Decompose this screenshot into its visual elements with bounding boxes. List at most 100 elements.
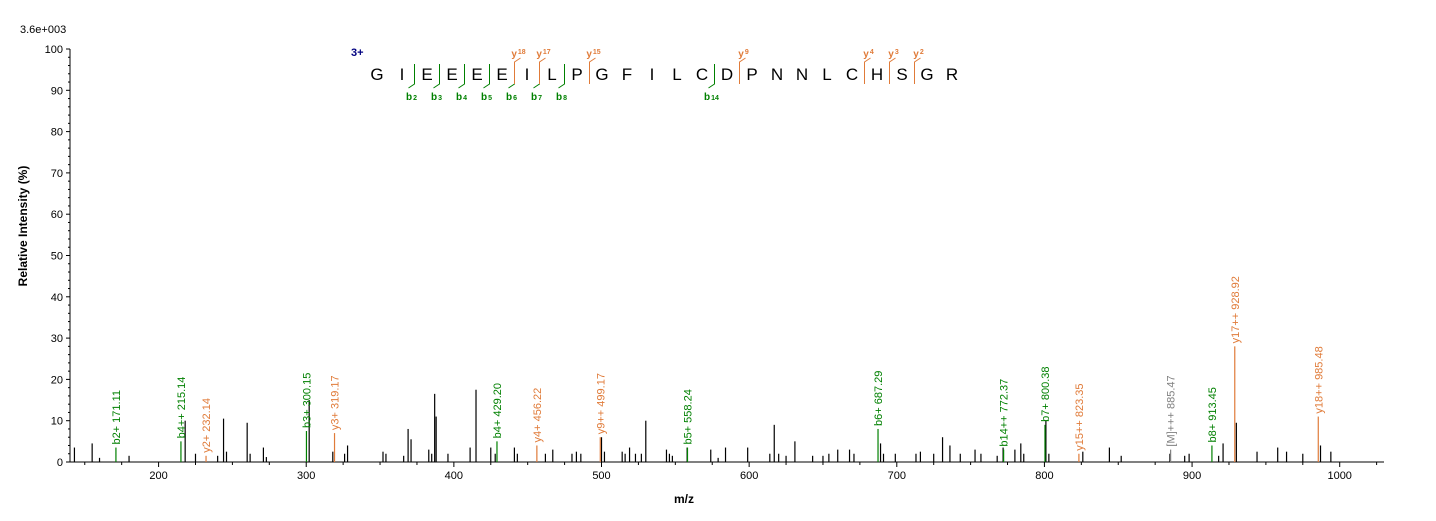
peptide-sequence-annotation: 3+G I E E E E I L P G F I L C D P N N L C H S G Rb2 b3 b4 b5 b6 b7 b8… xyxy=(351,47,958,103)
axes: 0 10 20 30 40 50 60 70 80 90 100 200 300 400 500 600 700… xyxy=(45,44,1384,482)
b-ion-number: 5 xyxy=(488,95,492,102)
b-ion-number: 4 xyxy=(463,95,467,102)
sequence-residue: C xyxy=(846,65,858,84)
y-ion-bracket xyxy=(589,57,596,84)
b-ion-label: b2 xyxy=(406,92,417,103)
x-tick-label: 800 xyxy=(1035,470,1053,482)
y-ion-number: 3 xyxy=(895,49,899,56)
y-tick-label: 70 xyxy=(51,168,63,180)
y-tick-label: 10 xyxy=(51,416,63,428)
sequence-residue: P xyxy=(571,65,582,84)
sequence-residue: G xyxy=(920,65,933,84)
charge-state-label: 3+ xyxy=(351,47,364,59)
b-ion-bracket xyxy=(533,64,540,89)
y-tick-label: 50 xyxy=(51,251,63,263)
y-ion-bracket xyxy=(864,57,871,84)
sequence-residue: L xyxy=(672,65,681,84)
peak-label: b4+ 429.20 xyxy=(492,383,504,438)
b-ion-label: b14 xyxy=(704,92,719,103)
sequence-residue: H xyxy=(871,65,883,84)
x-tick-label: 600 xyxy=(740,470,758,482)
y-ion-label: y17 xyxy=(536,49,550,60)
y-ion-number: 18 xyxy=(518,49,526,56)
intensity-scale-label: 3.6e+003 xyxy=(20,24,66,36)
y-ion-number: 9 xyxy=(745,49,749,56)
y-tick-label: 60 xyxy=(51,209,63,221)
peak-label: b5+ 558.24 xyxy=(682,389,694,444)
x-tick-label: 500 xyxy=(592,470,610,482)
peak-label: b2+ 171.11 xyxy=(111,390,123,445)
b-ion-number: 2 xyxy=(413,95,417,102)
peak-label: y18++ 985.48 xyxy=(1313,346,1325,413)
b-ion-number: 8 xyxy=(563,95,567,102)
x-tick-label: 1000 xyxy=(1327,470,1351,482)
b-ion-bracket xyxy=(433,64,440,89)
b-ion-label: b6 xyxy=(506,92,517,103)
x-tick-label: 400 xyxy=(445,470,463,482)
y-tick-label: 90 xyxy=(51,85,63,97)
peak-label: b6+ 687.29 xyxy=(873,371,885,426)
peak-label: y4+ 456.22 xyxy=(532,388,544,443)
y-tick-label: 0 xyxy=(57,457,63,469)
b-ion-label: b7 xyxy=(531,92,542,103)
b-ion-bracket xyxy=(508,64,515,89)
sequence-residue: D xyxy=(721,65,733,84)
sequence-residue: F xyxy=(622,65,632,84)
sequence-residue: E xyxy=(421,65,432,84)
b-ion-label: b8 xyxy=(556,92,567,103)
x-tick-label: 700 xyxy=(888,470,906,482)
sequence-residue: L xyxy=(547,65,556,84)
b-ion-bracket xyxy=(558,64,565,89)
peak-label: b4++ 215.14 xyxy=(176,377,188,439)
peaks-group: b2+ 171.11 b4++ 215.14 y2+ 232.14 b3+ 300.1… xyxy=(73,276,1332,462)
peak-label: y3+ 319.17 xyxy=(330,375,342,430)
b-ion-bracket xyxy=(708,64,715,89)
y-tick-label: 20 xyxy=(51,374,63,386)
sequence-residue: G xyxy=(370,65,383,84)
y-tick-label: 80 xyxy=(51,127,63,139)
sequence-residue: I xyxy=(400,65,405,84)
x-tick-label: 300 xyxy=(297,470,315,482)
b-ion-number: 14 xyxy=(711,95,719,102)
sequence-residue: N xyxy=(771,65,783,84)
peak-label: [M]+++ 885.47 xyxy=(1166,375,1178,446)
y-ion-label: y4 xyxy=(863,49,874,60)
y-ion-number: 2 xyxy=(920,49,924,56)
y-ion-bracket xyxy=(539,57,546,84)
sequence-residue: R xyxy=(946,65,958,84)
sequence-residue: G xyxy=(595,65,608,84)
peak-label: b3+ 300.15 xyxy=(301,373,313,428)
peak-label: b14++ 772.37 xyxy=(999,379,1011,447)
peak-label: y2+ 232.14 xyxy=(201,398,213,453)
sequence-residue: P xyxy=(746,65,757,84)
y-ion-number: 4 xyxy=(870,49,874,56)
b-ion-number: 6 xyxy=(513,95,517,102)
sequence-residue: E xyxy=(471,65,482,84)
y-ion-bracket xyxy=(514,57,521,84)
b-ion-number: 3 xyxy=(438,95,442,102)
peak-label: y17++ 928.92 xyxy=(1230,276,1242,343)
y-ion-number: 15 xyxy=(593,49,601,56)
peak-label: y9++ 499.17 xyxy=(595,373,607,434)
sequence-residue: C xyxy=(696,65,708,84)
sequence-residue: E xyxy=(446,65,457,84)
y-ion-bracket xyxy=(739,57,746,84)
sequence-residue: N xyxy=(796,65,808,84)
y-ion-label: y9 xyxy=(738,49,749,60)
y-tick-label: 30 xyxy=(51,333,63,345)
y-ion-label: y18 xyxy=(511,49,525,60)
peak-label: y15++ 823.35 xyxy=(1074,383,1086,450)
b-ion-bracket xyxy=(458,64,465,89)
y-ion-label: y2 xyxy=(913,49,924,60)
sequence-residue: L xyxy=(822,65,831,84)
y-tick-label: 40 xyxy=(51,292,63,304)
b-ion-label: b3 xyxy=(431,92,442,103)
x-axis-title: m/z xyxy=(674,492,694,506)
peak-label: b8+ 913.45 xyxy=(1207,387,1219,442)
b-ion-label: b5 xyxy=(481,92,492,103)
x-tick-label: 900 xyxy=(1183,470,1201,482)
peak-label: b7+ 800.38 xyxy=(1040,366,1052,421)
y-ion-label: y15 xyxy=(586,49,600,60)
sequence-residue: I xyxy=(650,65,655,84)
